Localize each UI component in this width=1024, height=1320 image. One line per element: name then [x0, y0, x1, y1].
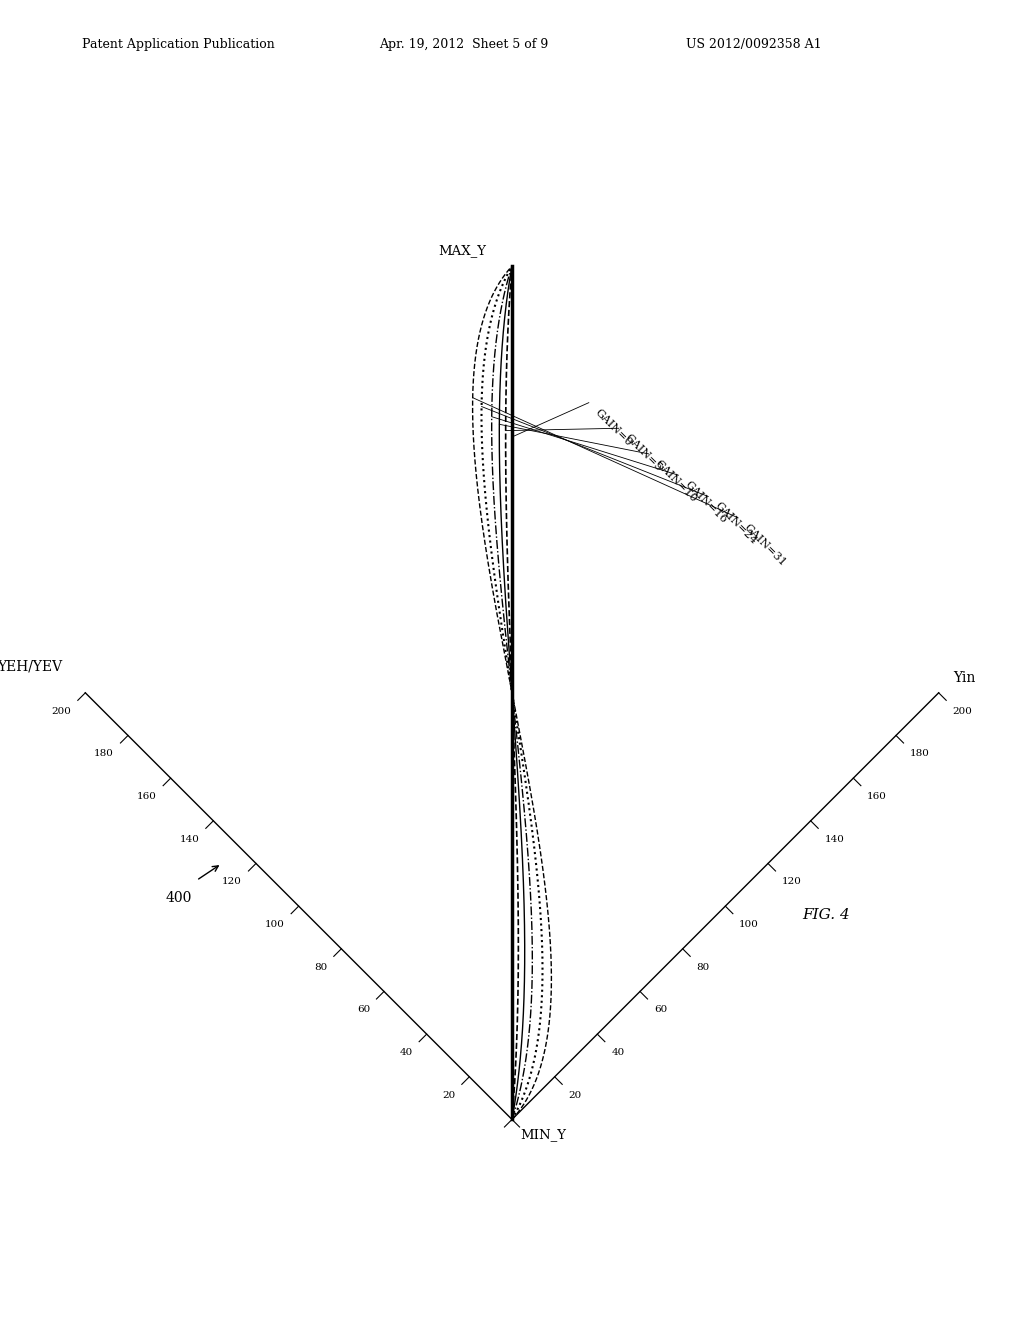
Text: 160: 160 — [137, 792, 157, 801]
Text: 120: 120 — [222, 878, 242, 887]
Text: GAIN=5: GAIN=5 — [623, 433, 664, 474]
Text: GAIN=0: GAIN=0 — [593, 407, 634, 447]
Text: Apr. 19, 2012  Sheet 5 of 9: Apr. 19, 2012 Sheet 5 of 9 — [379, 37, 548, 50]
Text: GAIN=24: GAIN=24 — [713, 500, 759, 546]
Text: MIN_Y: MIN_Y — [520, 1129, 566, 1140]
Text: GAIN=16: GAIN=16 — [683, 479, 728, 525]
Text: 200: 200 — [51, 706, 72, 715]
Text: YEH/YEV: YEH/YEV — [0, 660, 61, 673]
Text: 200: 200 — [952, 706, 973, 715]
Text: 20: 20 — [442, 1090, 456, 1100]
Text: FIG. 4: FIG. 4 — [802, 908, 850, 921]
Text: MAX_Y: MAX_Y — [438, 244, 486, 257]
Text: Patent Application Publication: Patent Application Publication — [82, 37, 274, 50]
Text: GAIN=31: GAIN=31 — [742, 523, 788, 568]
Text: Yin: Yin — [953, 671, 976, 685]
Text: 120: 120 — [782, 878, 802, 887]
Text: US 2012/0092358 A1: US 2012/0092358 A1 — [686, 37, 821, 50]
Text: 100: 100 — [265, 920, 285, 929]
Text: 140: 140 — [824, 834, 845, 843]
Text: 140: 140 — [179, 834, 200, 843]
Text: 180: 180 — [94, 750, 114, 759]
Text: 40: 40 — [611, 1048, 625, 1057]
Text: 100: 100 — [739, 920, 759, 929]
Text: 20: 20 — [568, 1090, 582, 1100]
Text: GAIN=10: GAIN=10 — [653, 458, 698, 504]
Text: 60: 60 — [356, 1006, 370, 1014]
Text: 40: 40 — [399, 1048, 413, 1057]
Text: 400: 400 — [166, 891, 193, 904]
Text: 60: 60 — [654, 1006, 668, 1014]
Text: 180: 180 — [910, 750, 930, 759]
Text: 160: 160 — [867, 792, 887, 801]
Text: 80: 80 — [696, 962, 710, 972]
Text: 80: 80 — [314, 962, 328, 972]
